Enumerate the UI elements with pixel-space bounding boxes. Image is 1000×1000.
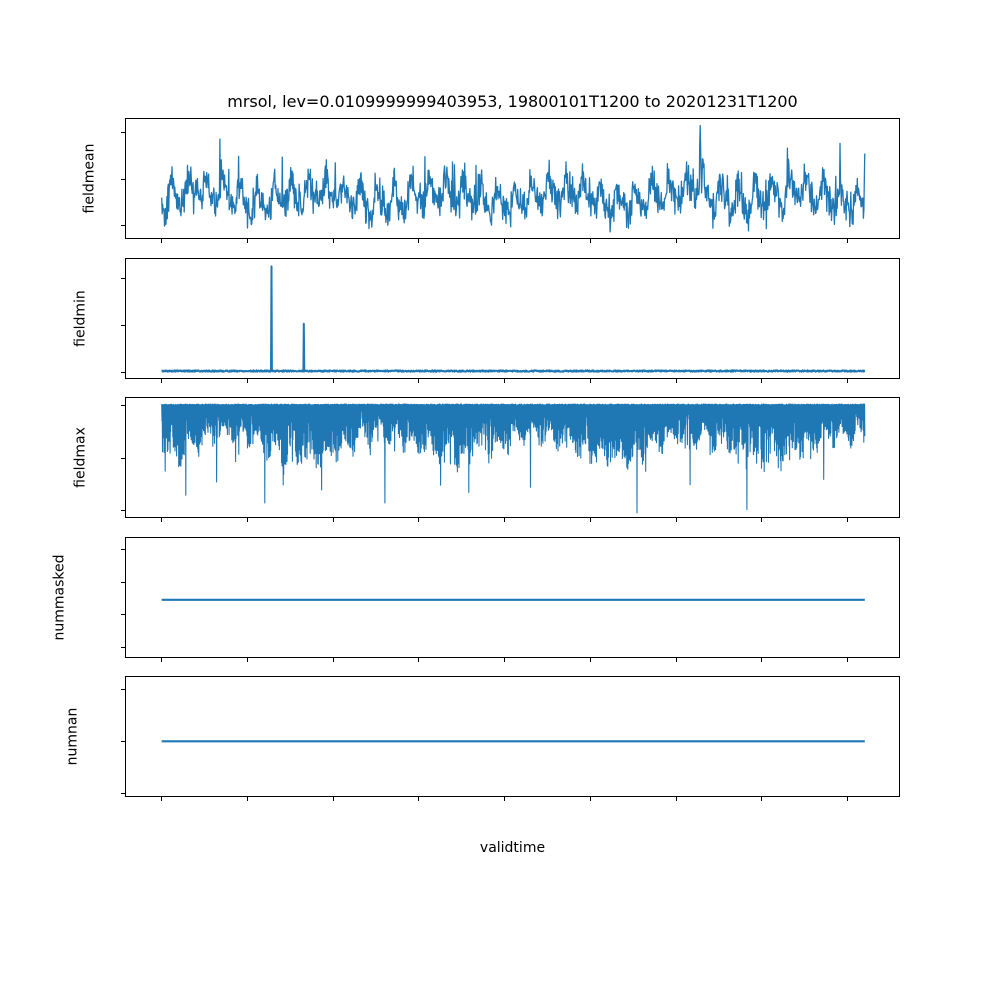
- x-tick-mark: [161, 797, 163, 801]
- x-tick-mark: [332, 518, 334, 522]
- y-tick-mark: [121, 614, 125, 616]
- chart-title: mrsol, lev=0.0109999999403953, 19800101T…: [227, 92, 798, 111]
- x-tick-mark: [847, 797, 849, 801]
- subplot-numnan-panel: [125, 676, 900, 797]
- fieldmean-line: [161, 124, 866, 233]
- x-tick-mark: [418, 797, 420, 801]
- y-tick-mark: [121, 549, 125, 551]
- y-axis-label-numnan: numnan: [64, 707, 81, 766]
- x-tick-mark: [761, 797, 763, 801]
- x-tick-mark: [161, 658, 163, 662]
- fieldmax-plot-area: [161, 403, 866, 514]
- x-tick-mark: [332, 797, 334, 801]
- numnan-plot-area: [161, 740, 865, 743]
- x-tick-mark: [675, 797, 677, 801]
- x-tick-mark: [332, 239, 334, 243]
- x-tick-mark: [761, 658, 763, 662]
- fieldmin-line: [161, 265, 866, 373]
- x-tick-mark: [418, 239, 420, 243]
- x-axis-label: validtime: [479, 840, 546, 856]
- y-axis-label-fieldmax: fieldmax: [72, 427, 89, 488]
- y-axis-label-fieldmin: fieldmin: [72, 290, 89, 347]
- y-tick-mark: [121, 371, 125, 373]
- y-tick-mark: [121, 457, 125, 459]
- y-tick-mark: [121, 688, 125, 690]
- subplot-fieldmin-panel: [125, 258, 900, 379]
- nummasked-plot-area: [161, 598, 865, 601]
- y-tick-mark: [121, 132, 125, 133]
- x-tick-mark: [332, 658, 334, 662]
- x-tick-mark: [589, 379, 591, 383]
- x-tick-mark: [161, 379, 163, 383]
- x-tick-mark: [504, 239, 506, 243]
- x-tick-mark: [675, 518, 677, 522]
- x-tick-mark: [161, 239, 163, 243]
- x-tick-mark: [246, 518, 248, 522]
- fieldmin-plot-area: [161, 265, 866, 373]
- y-tick-mark: [121, 278, 125, 280]
- x-tick-mark: [589, 797, 591, 801]
- x-tick-mark: [761, 239, 763, 243]
- x-tick-mark: [246, 797, 248, 801]
- x-tick-mark: [589, 518, 591, 522]
- y-tick-mark: [121, 581, 125, 583]
- y-axis-label-fieldmean: fieldmean: [81, 143, 98, 214]
- x-tick-mark: [246, 379, 248, 383]
- y-tick-mark: [121, 646, 125, 648]
- y-tick-mark: [121, 178, 125, 180]
- x-tick-mark: [761, 379, 763, 383]
- x-tick-mark: [847, 239, 849, 243]
- x-tick-mark: [418, 518, 420, 522]
- x-tick-mark: [589, 239, 591, 243]
- x-tick-mark: [504, 658, 506, 662]
- subplot-nummasked-panel: [125, 537, 900, 658]
- x-tick-mark: [504, 518, 506, 522]
- y-tick-mark: [121, 325, 125, 326]
- y-tick-mark: [121, 740, 125, 742]
- x-tick-mark: [847, 658, 849, 662]
- x-tick-mark: [418, 658, 420, 662]
- x-tick-mark: [675, 658, 677, 662]
- x-tick-mark: [504, 379, 506, 383]
- x-tick-mark: [161, 518, 163, 522]
- x-tick-mark: [589, 658, 591, 662]
- x-tick-mark: [847, 518, 849, 522]
- x-tick-mark: [675, 239, 677, 243]
- subplot-fieldmean-panel: [125, 118, 900, 239]
- y-tick-mark: [121, 793, 125, 795]
- y-tick-mark: [121, 510, 125, 512]
- x-tick-mark: [418, 379, 420, 383]
- y-tick-mark: [121, 225, 125, 227]
- x-tick-mark: [847, 379, 849, 383]
- subplot-fieldmax-panel: [125, 397, 900, 518]
- fieldmean-plot-area: [161, 124, 866, 233]
- x-tick-mark: [675, 379, 677, 383]
- fieldmax-line: [161, 403, 866, 514]
- x-tick-mark: [332, 379, 334, 383]
- y-tick-mark: [121, 405, 125, 407]
- x-tick-mark: [504, 797, 506, 801]
- x-tick-mark: [246, 658, 248, 662]
- y-axis-label-nummasked: nummasked: [51, 554, 68, 641]
- x-tick-mark: [246, 239, 248, 243]
- x-tick-mark: [761, 518, 763, 522]
